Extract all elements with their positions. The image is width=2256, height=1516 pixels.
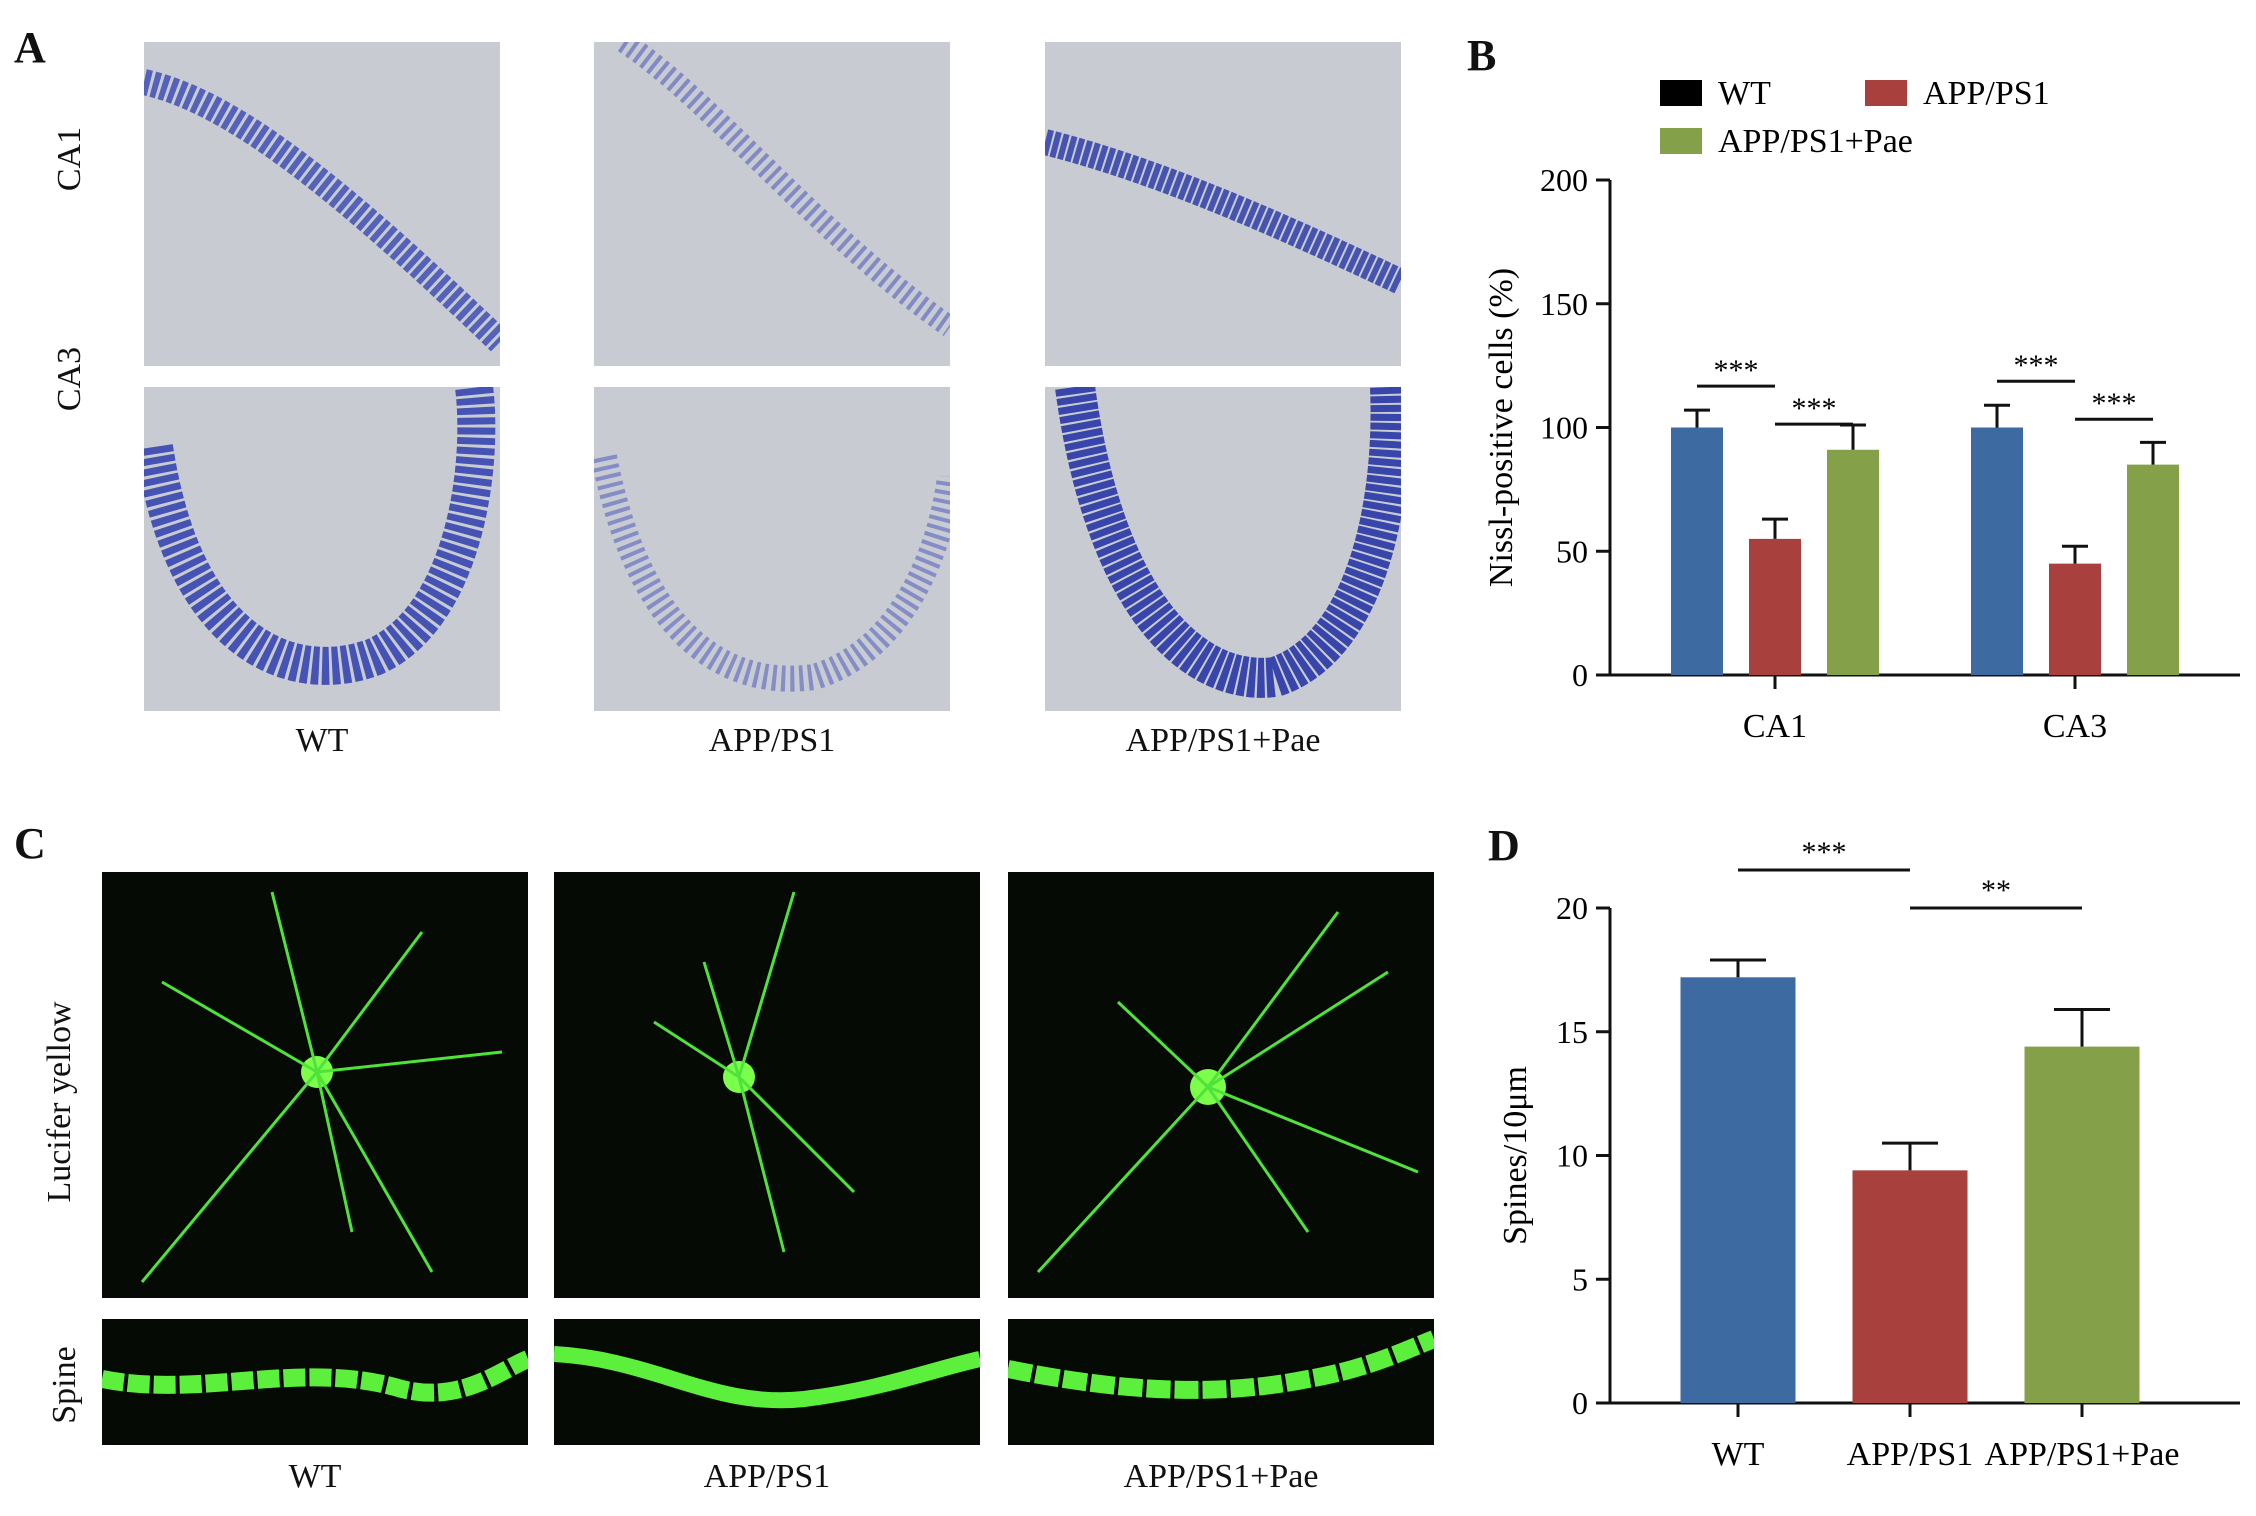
y-tick-label: 50 — [1556, 533, 1588, 569]
neuron-image-pae — [1008, 872, 1434, 1298]
significance-label: *** — [1714, 354, 1759, 387]
panel-a-letter: A — [14, 23, 46, 72]
panel-a-col-label-wt: WT — [295, 722, 349, 759]
panel-a-row-label-ca1: CA1 — [51, 126, 88, 192]
spine-image-pae — [1008, 1319, 1434, 1445]
x-tick-label: APP/PS1+Pae — [1985, 1436, 2180, 1473]
bar — [2049, 563, 2101, 675]
bar — [1827, 449, 1879, 675]
y-tick-label: 0 — [1572, 657, 1588, 693]
bar — [2127, 464, 2179, 675]
legend-swatch — [1865, 80, 1907, 106]
panel-b-letter: B — [1467, 31, 1497, 80]
y-axis-label: Nissl-positive cells (%) — [1483, 268, 1520, 587]
spine-image-wt — [102, 1319, 528, 1445]
neuron-image-app — [554, 872, 980, 1298]
bar — [1749, 538, 1801, 675]
bar — [1971, 427, 2023, 675]
y-axis-label: Spines/10μm — [1497, 1066, 1534, 1245]
chart-d: 0 5 10 15 20 Spines/10μm WT APP/PS1 APP/PS1+Pae *… — [1497, 836, 2240, 1473]
panel-a-row-label-ca3: CA3 — [51, 346, 88, 412]
panel-a-col-label-app: APP/PS1 — [708, 722, 836, 759]
legend-swatch — [1660, 128, 1702, 154]
significance-label: *** — [1802, 836, 1847, 869]
panel-c-col-label-pae: APP/PS1+Pae — [1123, 1458, 1319, 1495]
nissl-image-pae-ca1 — [1045, 42, 1401, 366]
y-tick-label: 150 — [1540, 286, 1588, 322]
x-tick-label: WT — [1712, 1436, 1765, 1473]
nissl-image-app-ca3 — [594, 387, 950, 711]
legend-label: WT — [1718, 75, 1771, 112]
legend-label: APP/PS1 — [1923, 75, 2050, 112]
significance-label: *** — [2092, 387, 2137, 420]
panel-c-letter: C — [14, 819, 46, 868]
nissl-image-wt-ca1 — [144, 42, 500, 366]
significance-label: ** — [1981, 874, 2011, 907]
significance-label: *** — [2014, 349, 2059, 382]
x-tick-label: APP/PS1 — [1847, 1436, 1974, 1473]
chart-b: WT APP/PS1 APP/PS1+Pae 0 50 100 150 200 Nissl-po… — [1483, 75, 2240, 745]
nissl-image-wt-ca3 — [144, 387, 500, 711]
nissl-image-pae-ca3 — [1045, 387, 1401, 711]
legend-swatch — [1660, 80, 1702, 106]
panel-c-col-label-app: APP/PS1 — [703, 1458, 831, 1495]
bar — [2024, 1046, 2140, 1403]
y-tick-label: 100 — [1540, 410, 1588, 446]
panel-d-letter: D — [1488, 821, 1520, 870]
panel-c-row-label-lucifer: Lucifer yellow — [41, 1001, 78, 1203]
neuron-image-wt — [102, 872, 528, 1298]
bar — [1680, 977, 1796, 1403]
y-tick-label: 0 — [1572, 1385, 1588, 1421]
nissl-image-app-ca1 — [594, 42, 950, 366]
y-tick-label: 10 — [1556, 1138, 1588, 1174]
spine-image-app — [554, 1319, 980, 1445]
y-tick-label: 200 — [1540, 162, 1588, 198]
bar — [1671, 427, 1723, 675]
y-tick-label: 15 — [1556, 1014, 1588, 1050]
y-tick-label: 20 — [1556, 890, 1588, 926]
y-tick-label: 5 — [1572, 1261, 1588, 1297]
panel-c-row-label-spine: Spine — [46, 1346, 83, 1424]
panel-c-col-label-wt: WT — [288, 1458, 342, 1495]
significance-label: *** — [1792, 392, 1837, 425]
legend-label: APP/PS1+Pae — [1718, 123, 1913, 160]
x-tick-label: CA3 — [2043, 708, 2107, 745]
x-tick-label: CA1 — [1743, 708, 1807, 745]
bar — [1852, 1170, 1968, 1403]
panel-a-col-label-pae: APP/PS1+Pae — [1125, 722, 1321, 759]
